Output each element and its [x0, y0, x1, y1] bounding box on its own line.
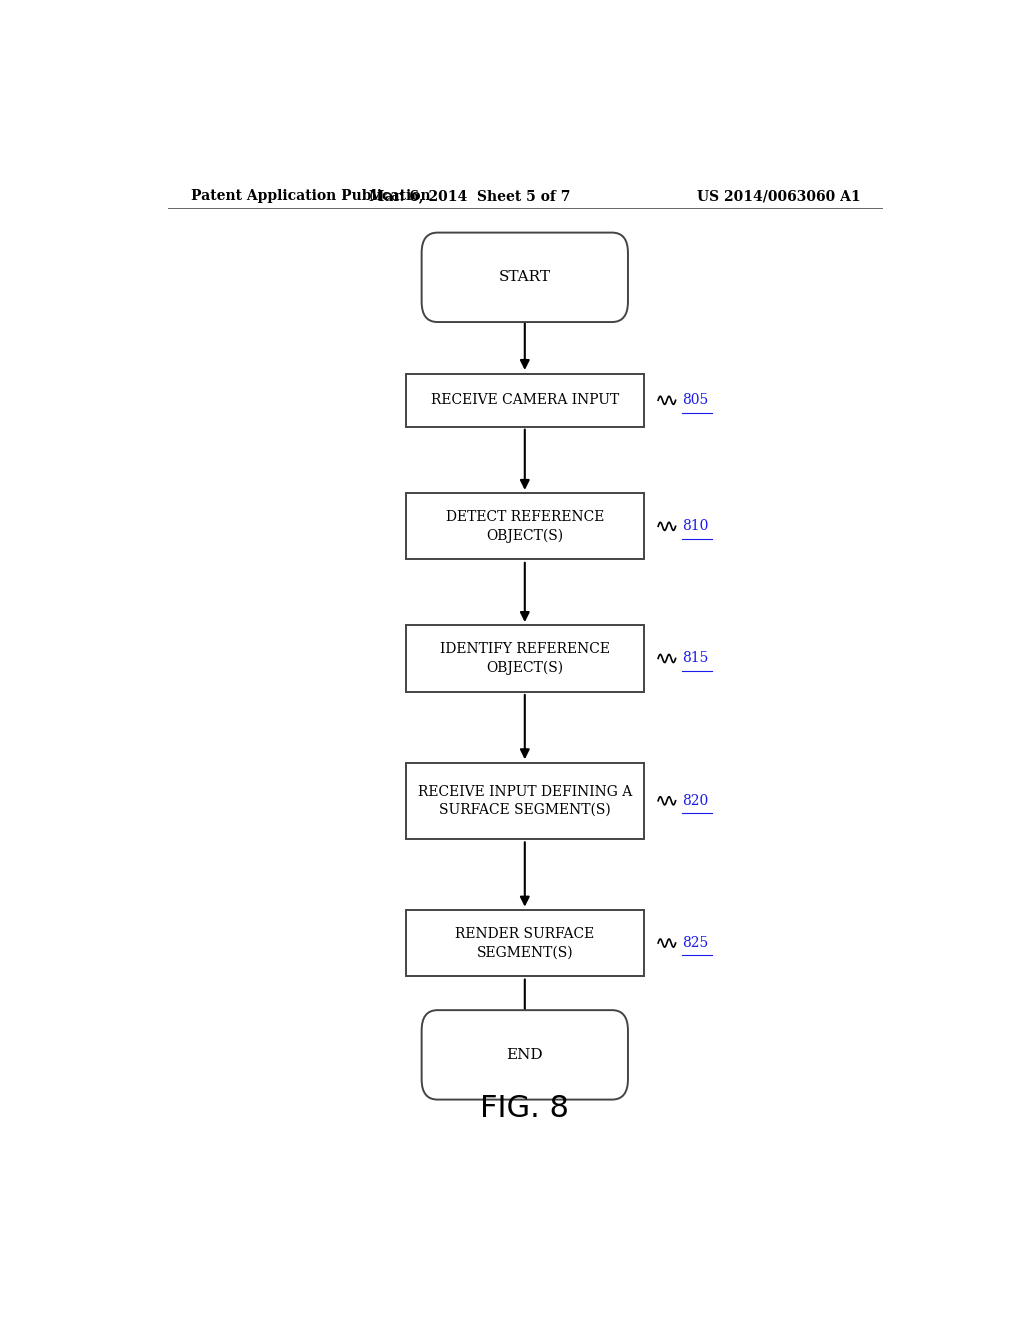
Text: IDENTIFY REFERENCE
OBJECT(S): IDENTIFY REFERENCE OBJECT(S) [439, 642, 610, 675]
Text: 825: 825 [682, 936, 709, 950]
Text: START: START [499, 271, 551, 284]
Text: 820: 820 [682, 793, 709, 808]
Text: 810: 810 [682, 519, 709, 533]
Text: RECEIVE INPUT DEFINING A
SURFACE SEGMENT(S): RECEIVE INPUT DEFINING A SURFACE SEGMENT… [418, 784, 632, 817]
Text: Patent Application Publication: Patent Application Publication [191, 189, 431, 203]
Text: Mar. 6, 2014  Sheet 5 of 7: Mar. 6, 2014 Sheet 5 of 7 [369, 189, 570, 203]
FancyBboxPatch shape [406, 626, 644, 692]
Text: US 2014/0063060 A1: US 2014/0063060 A1 [697, 189, 860, 203]
Text: END: END [507, 1048, 543, 1061]
Text: FIG. 8: FIG. 8 [480, 1094, 569, 1123]
FancyBboxPatch shape [406, 494, 644, 560]
Text: 805: 805 [682, 393, 709, 408]
Text: RECEIVE CAMERA INPUT: RECEIVE CAMERA INPUT [431, 393, 618, 408]
Text: RENDER SURFACE
SEGMENT(S): RENDER SURFACE SEGMENT(S) [456, 927, 594, 960]
FancyBboxPatch shape [422, 1010, 628, 1100]
Text: DETECT REFERENCE
OBJECT(S): DETECT REFERENCE OBJECT(S) [445, 510, 604, 543]
FancyBboxPatch shape [422, 232, 628, 322]
FancyBboxPatch shape [406, 763, 644, 840]
Text: 815: 815 [682, 652, 709, 665]
FancyBboxPatch shape [406, 909, 644, 975]
FancyBboxPatch shape [406, 374, 644, 426]
